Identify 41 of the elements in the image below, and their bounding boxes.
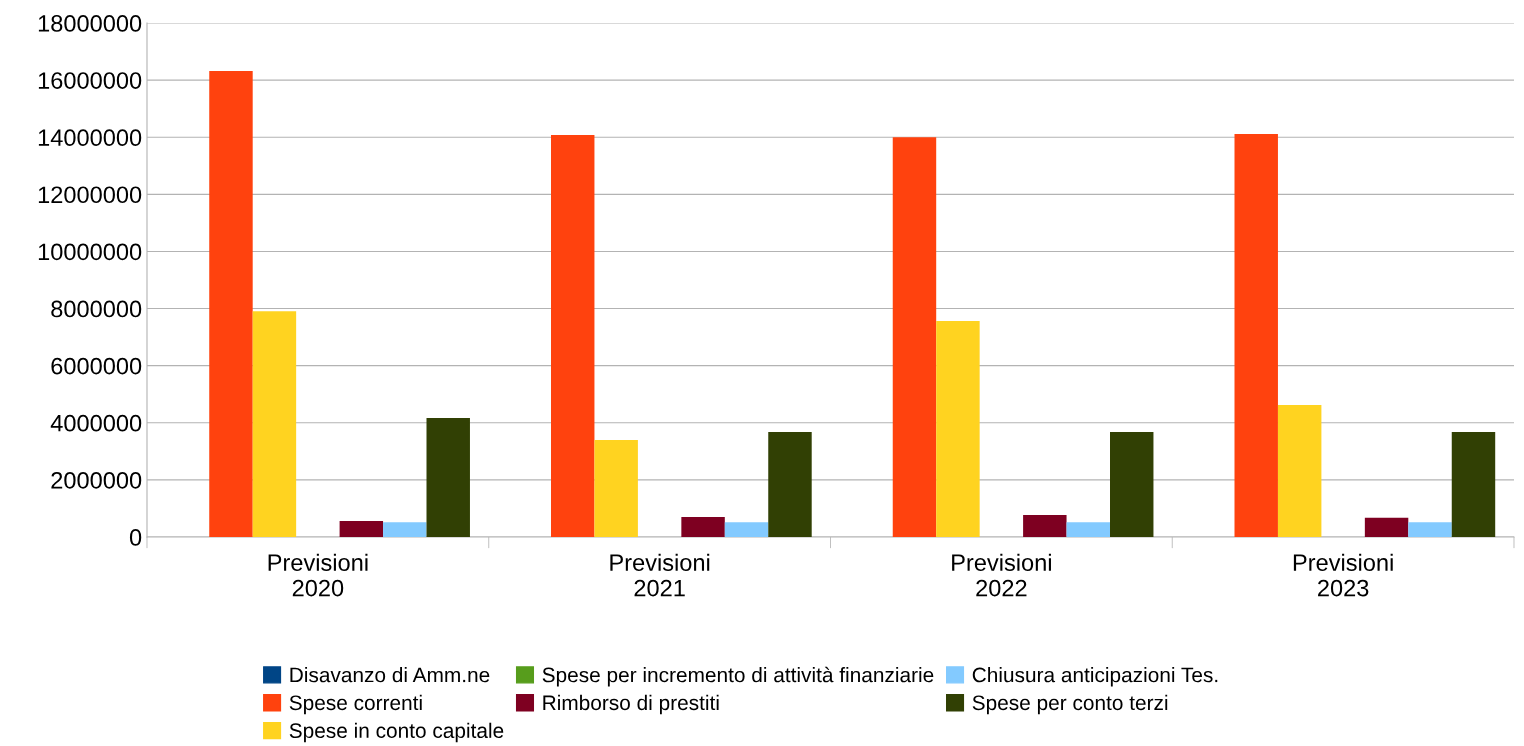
bar — [1408, 522, 1452, 537]
bar — [768, 431, 812, 537]
legend-label: Chiusura anticipazioni Tes. — [972, 666, 1218, 687]
x-tick-label: Previsioni 2021 — [610, 553, 710, 597]
bar — [252, 311, 297, 537]
y-tick-label: 18000000 — [38, 15, 142, 32]
y-tick-label: 2000000 — [51, 471, 142, 489]
y-tick-label: 14000000 — [38, 129, 142, 147]
y-tick-label: 10000000 — [38, 243, 142, 261]
legend-label: Spese per incremento di attività finanziarie — [542, 666, 934, 687]
bar — [551, 134, 595, 537]
y-tick-label: 6000000 — [51, 357, 142, 375]
y-tick-label: 12000000 — [38, 186, 142, 204]
legend-label: Spese per conto terzi — [972, 694, 1168, 715]
bar — [1451, 431, 1496, 537]
x-tick-label: Previsioni 2023 — [1293, 553, 1393, 597]
legend-label: Rimborso di prestiti — [543, 694, 719, 715]
bar — [594, 439, 638, 537]
bar — [1110, 431, 1154, 537]
y-tick-label: 8000000 — [51, 300, 142, 318]
bar — [1364, 517, 1409, 537]
x-tick-label: Previsioni 2022 — [952, 553, 1051, 597]
bar — [1277, 405, 1322, 537]
legend-label: Disavanzo di Amm.ne — [290, 666, 490, 683]
bar — [724, 522, 769, 537]
bar — [892, 137, 937, 537]
legend-label: Spese correnti — [289, 694, 422, 715]
legend-label: Spese in conto capitale — [289, 722, 504, 743]
bar — [1066, 522, 1110, 537]
x-tick-label: Previsioni 2020 — [268, 553, 368, 597]
y-tick-label: 0 — [129, 529, 142, 546]
bar — [209, 70, 253, 537]
bar — [936, 321, 980, 537]
bar — [1023, 515, 1067, 537]
bar — [426, 417, 470, 537]
y-tick-label: 4000000 — [50, 414, 142, 432]
bar — [681, 517, 725, 537]
y-tick-label: 16000000 — [38, 72, 142, 89]
bar — [339, 521, 384, 537]
bar — [383, 522, 427, 537]
bar — [1234, 134, 1278, 537]
